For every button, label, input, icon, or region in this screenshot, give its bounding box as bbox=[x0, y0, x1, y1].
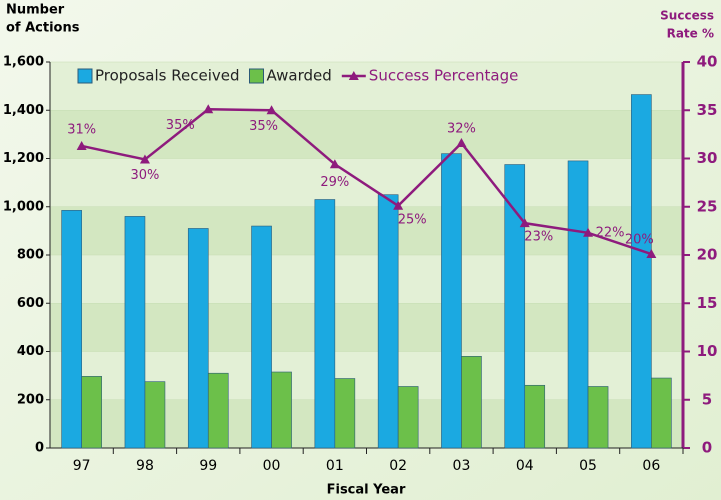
y2-tick-label: 20 bbox=[697, 246, 718, 264]
bar bbox=[144, 381, 166, 449]
x-tick-label: 06 bbox=[642, 458, 660, 474]
bar bbox=[271, 371, 292, 449]
data-label: 29% bbox=[320, 175, 349, 190]
marker bbox=[329, 159, 340, 169]
line bbox=[81, 108, 652, 256]
plot-band bbox=[50, 62, 683, 111]
data-label: 32% bbox=[447, 122, 476, 137]
bar bbox=[187, 228, 209, 449]
y2-tick-label: 15 bbox=[697, 294, 718, 312]
bar bbox=[397, 386, 419, 449]
bar bbox=[441, 153, 462, 449]
y2-axis-label: Rate % bbox=[667, 27, 714, 41]
data-label: 31% bbox=[67, 122, 96, 137]
marker bbox=[139, 154, 150, 164]
marker bbox=[203, 104, 214, 114]
x-tick-label: 97 bbox=[73, 458, 91, 474]
legend-label: Awarded bbox=[267, 67, 332, 85]
legend-label: Success Percentage bbox=[369, 67, 519, 85]
marker bbox=[583, 227, 594, 237]
legend-swatch bbox=[77, 68, 93, 84]
x-tick-label: 99 bbox=[199, 458, 217, 474]
bar bbox=[504, 164, 526, 449]
x-tick-label: 03 bbox=[453, 458, 471, 474]
bar bbox=[334, 378, 356, 449]
legend-label: Proposals Received bbox=[95, 67, 240, 85]
y2-axis-label: Success bbox=[660, 9, 714, 23]
marker bbox=[456, 138, 467, 148]
y-axis-label: Number bbox=[6, 3, 65, 18]
bar bbox=[81, 376, 102, 449]
bar bbox=[651, 377, 672, 449]
x-tick-label: 05 bbox=[579, 458, 597, 474]
y2-tick-label: 40 bbox=[697, 53, 718, 71]
bar bbox=[251, 225, 272, 449]
y2-tick-label: 5 bbox=[702, 390, 712, 408]
x-axis-label: Fiscal Year bbox=[327, 483, 406, 498]
y-tick-label: 1,600 bbox=[3, 55, 44, 70]
marker bbox=[646, 249, 657, 259]
data-label: 30% bbox=[130, 168, 159, 183]
bar bbox=[207, 372, 229, 449]
x-tick-label: 01 bbox=[326, 458, 344, 474]
data-label: 22% bbox=[596, 225, 625, 240]
data-label: 35% bbox=[249, 119, 278, 134]
bar bbox=[61, 210, 82, 449]
y2-tick-label: 30 bbox=[697, 149, 718, 167]
x-tick-label: 98 bbox=[136, 458, 154, 474]
bar bbox=[124, 216, 146, 449]
data-label: 23% bbox=[524, 230, 553, 245]
plot-band bbox=[50, 110, 683, 159]
bar bbox=[587, 386, 609, 449]
marker bbox=[266, 105, 277, 115]
x-tick-label: 04 bbox=[516, 458, 534, 474]
y-tick-label: 600 bbox=[17, 296, 44, 311]
legend-swatch bbox=[348, 71, 359, 80]
y-tick-label: 1,200 bbox=[3, 151, 44, 166]
y-tick-label: 0 bbox=[35, 441, 44, 456]
bar bbox=[524, 384, 546, 449]
y-tick-label: 400 bbox=[17, 344, 44, 359]
y2-tick-label: 10 bbox=[697, 342, 718, 360]
y2-tick-label: 0 bbox=[702, 439, 712, 457]
y2-tick-label: 25 bbox=[697, 197, 718, 215]
bar bbox=[314, 199, 336, 449]
bar bbox=[461, 356, 482, 449]
legend-swatch bbox=[249, 68, 264, 84]
y-axis-label: of Actions bbox=[6, 21, 80, 36]
data-label: 20% bbox=[625, 233, 654, 248]
bar bbox=[631, 94, 652, 449]
marker bbox=[76, 140, 87, 150]
y-tick-label: 800 bbox=[17, 248, 44, 263]
y2-tick-label: 35 bbox=[697, 101, 718, 119]
y-tick-label: 1,000 bbox=[3, 199, 44, 214]
marker bbox=[519, 218, 530, 228]
x-tick-label: 02 bbox=[389, 458, 407, 474]
x-tick-label: 00 bbox=[263, 458, 281, 474]
y-tick-label: 200 bbox=[17, 392, 44, 407]
bar bbox=[567, 160, 589, 449]
bar bbox=[377, 194, 399, 449]
data-label: 25% bbox=[398, 212, 427, 227]
y-tick-label: 1,400 bbox=[3, 103, 44, 118]
marker bbox=[393, 200, 404, 210]
data-label: 35% bbox=[166, 118, 195, 133]
